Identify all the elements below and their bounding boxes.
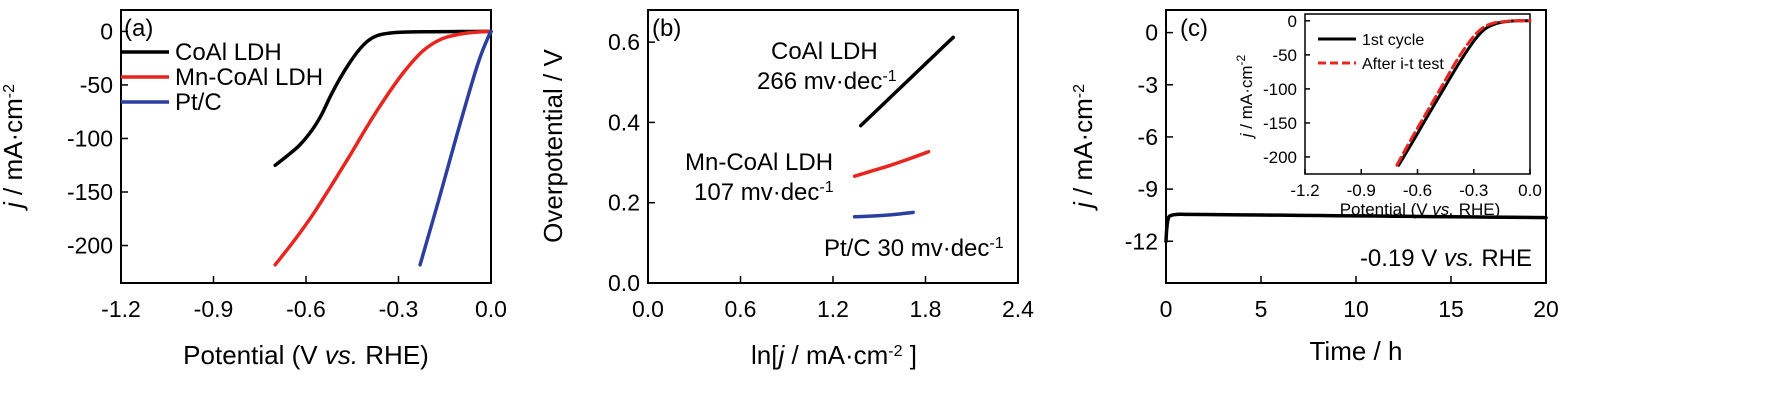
panel-c-ticks: 0 5 10 15 20 0 -3 -6 -9 -12: [1125, 20, 1559, 322]
panel-b-series-line-1: [852, 149, 931, 178]
panel-c-label: (c): [1180, 15, 1208, 42]
inset-ytick-label: -100: [1263, 80, 1297, 99]
panel-c-xtick-label: 0: [1160, 296, 1173, 322]
panel-b-xtick-label: 1.8: [910, 296, 942, 322]
inset-ytick-label: -200: [1263, 148, 1297, 167]
panel-a-series-line-2: [418, 29, 493, 267]
panel-a-ytick-label: 0: [100, 18, 113, 44]
panel-b-xtick-label: 0.0: [632, 296, 664, 322]
panel-b-series-line-0: [859, 35, 955, 128]
inset-ticks: -1.2 -0.9 -0.6 -0.3 0.0 0 -50 -100 -150 -200: [1263, 12, 1542, 200]
panel-a-legend-label-0: CoAl LDH: [175, 39, 282, 66]
panel-a-series-line-1: [273, 29, 493, 267]
panel-b-series: [852, 35, 955, 219]
panel-c-series-line-0: [1164, 212, 1548, 244]
annotation-ptc-slope: Pt/C 30 mv·dec-1: [824, 235, 1004, 263]
panel-a-xlabel: Potential (V vs. RHE): [183, 340, 429, 370]
panel-a: -1.2 -0.9 -0.6 -0.3 0.00-50-100-150-200 (a) …: [0, 9, 507, 370]
panel-a-xtick-label: -1.2: [101, 296, 141, 322]
panel-c-ytick-label: 0: [1145, 20, 1158, 46]
inset-ytick-label: -150: [1263, 114, 1297, 133]
inset-xtick-label: -1.2: [1290, 181, 1319, 200]
panel-a-xtick-label: -0.3: [379, 296, 419, 322]
inset-ytick-label: -50: [1272, 46, 1297, 65]
panel-c-annotation: -0.19 V vs. RHE: [1360, 245, 1532, 272]
panel-a-ylabel: j / mA·cm-2: [0, 84, 28, 211]
panel-c-xtick-label: 15: [1438, 296, 1464, 322]
panel-a-label: (a): [124, 15, 153, 42]
panel-b-ylabel: Overpotential / V: [538, 49, 568, 243]
panel-a-ytick-label: -100: [67, 125, 113, 151]
panel-b-xtick-label: 1.2: [817, 296, 849, 322]
panel-b-ticks: 0.0 0.6 1.2 1.8 2.4 0.0 0.2 0.4 0.6: [608, 29, 1034, 322]
panel-c-xlabel: Time / h: [1310, 336, 1403, 366]
panel-b-ytick-label: 0.6: [608, 29, 640, 55]
annotation-mncoal-ldh-name: Mn-CoAl LDH: [685, 149, 833, 176]
panel-b-xtick-label: 2.4: [1002, 296, 1034, 322]
panel-c-ytick-label: -3: [1138, 72, 1158, 98]
panel-c-inset: -1.2 -0.9 -0.6 -0.3 0.0 0 -50 -100 -150 -200 1st …: [1234, 12, 1542, 219]
panel-b-xlabel: ln[j / mA·cm-2 ]: [751, 340, 917, 370]
annotation-coal-ldh-slope: 266 mv·dec-1: [757, 68, 897, 96]
panel-c: 0 5 10 15 20 0 -3 -6 -9 -12 (c) -0.19 V vs. RHE T…: [1068, 9, 1559, 366]
inset-xtick-label: -0.9: [1347, 181, 1376, 200]
inset-xtick-label: 0.0: [1518, 181, 1542, 200]
panel-a-xtick-label: -0.9: [194, 296, 234, 322]
inset-ytick-label: 0: [1288, 12, 1297, 31]
inset-frame: [1304, 13, 1531, 175]
annotation-mncoal-ldh-slope: 107 mv·dec-1: [694, 179, 834, 207]
panel-b-xtick-label: 0.6: [725, 296, 757, 322]
panel-c-xtick-label: 20: [1533, 296, 1559, 322]
panel-b-series-line-2: [852, 210, 915, 219]
panel-b-ytick-label: 0.4: [608, 109, 640, 135]
panel-c-ytick-label: -12: [1125, 228, 1158, 254]
panel-a-xtick-label: 0.0: [475, 296, 507, 322]
panel-a-series-line-0: [273, 29, 493, 167]
inset-ylabel: j / mA·cm-2: [1234, 54, 1256, 139]
inset-xlabel: Potential (V vs. RHE): [1340, 200, 1501, 219]
panel-a-series: [273, 29, 493, 267]
inset-legend-label-0: 1st cycle: [1362, 32, 1424, 49]
panel-c-xtick-label: 10: [1343, 296, 1369, 322]
panel-a-xtick-label: -0.6: [286, 296, 326, 322]
panel-b-ytick-label: 0.2: [608, 190, 640, 216]
inset-xtick-label: -0.6: [1403, 181, 1432, 200]
panel-c-ytick-label: -6: [1138, 124, 1158, 150]
annotation-coal-ldh-name: CoAl LDH: [771, 38, 878, 65]
inset-xtick-label: -0.3: [1459, 181, 1488, 200]
inset-legend-label-1: After i-t test: [1362, 56, 1444, 73]
inset-series: [1395, 19, 1532, 167]
panel-a-ticks: -1.2 -0.9 -0.6 -0.3 0.0 0 -50 -100 -150 -200: [67, 18, 507, 322]
panel-a-ytick-label: -50: [80, 72, 113, 98]
panel-c-ytick-label: -9: [1138, 176, 1158, 202]
panel-c-ylabel: j / mA·cm-2: [1068, 84, 1098, 211]
panel-b-ytick-label: 0.0: [608, 270, 640, 296]
panel-b-label: (b): [652, 15, 681, 42]
panel-a-legend-label-1: Mn-CoAl LDH: [175, 64, 323, 91]
inset-legend: 1st cycle After i-t test: [1318, 32, 1444, 73]
panel-c-xtick-label: 5: [1255, 296, 1268, 322]
inset-series-line-1: [1395, 19, 1532, 167]
panel-c-series: [1164, 212, 1548, 244]
panel-b: 0.0 0.6 1.2 1.8 2.4 0.0 0.2 0.4 0.6 (b) CoAl LDH…: [538, 9, 1034, 370]
panel-a-legend-label-2: Pt/C: [175, 89, 222, 116]
panel-a-ytick-label: -150: [67, 179, 113, 205]
panel-a-ytick-label: -200: [67, 233, 113, 259]
